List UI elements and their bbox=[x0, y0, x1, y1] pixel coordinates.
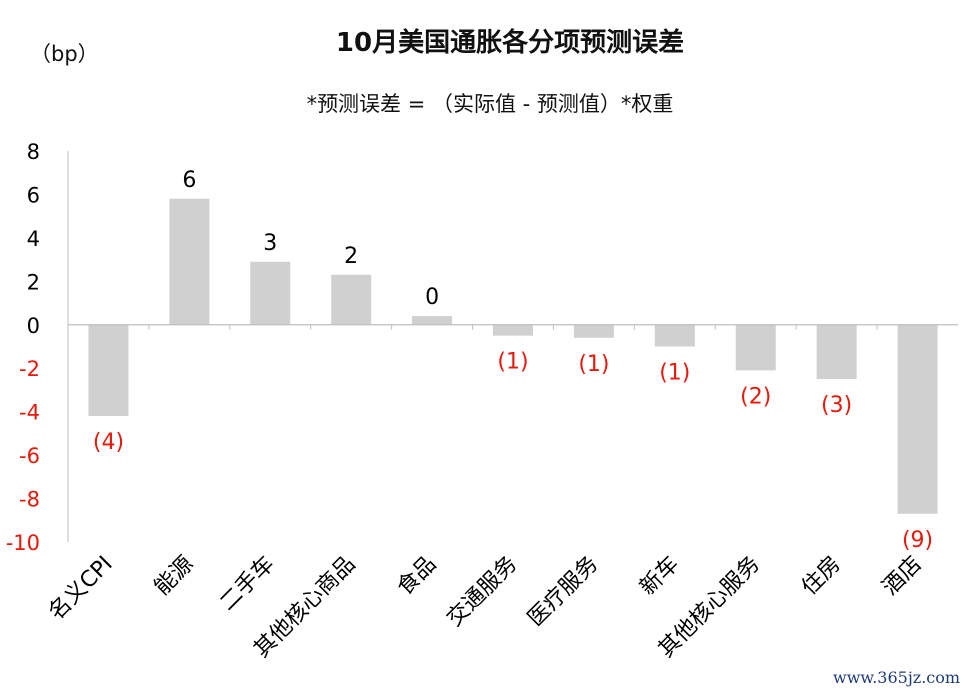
data-label: (3) bbox=[821, 393, 852, 418]
data-label: (2) bbox=[740, 384, 771, 409]
y-tick-label: -6 bbox=[19, 444, 40, 468]
data-label: (4) bbox=[93, 430, 124, 455]
bar bbox=[897, 324, 938, 514]
bar bbox=[250, 261, 291, 325]
y-tick-label: -10 bbox=[6, 531, 40, 555]
bar bbox=[735, 324, 776, 371]
bar bbox=[816, 324, 857, 380]
y-tick-label: -4 bbox=[19, 401, 40, 425]
y-tick-label: 6 bbox=[27, 183, 40, 207]
data-label: (9) bbox=[902, 528, 933, 553]
data-label: 3 bbox=[263, 231, 277, 256]
bar bbox=[169, 198, 210, 325]
unit-label: （bp） bbox=[30, 42, 99, 66]
data-label: 0 bbox=[425, 285, 439, 310]
y-tick-label: -8 bbox=[19, 488, 40, 512]
x-category-label: 医疗服务 bbox=[523, 552, 603, 632]
x-category-label: 酒店 bbox=[878, 552, 927, 601]
data-label: 6 bbox=[182, 168, 196, 193]
y-tick-label: 2 bbox=[27, 270, 40, 294]
x-category-label: 交通服务 bbox=[442, 552, 522, 632]
bar bbox=[331, 274, 372, 325]
bar bbox=[573, 324, 614, 338]
y-tick-label: -2 bbox=[19, 357, 40, 381]
chart-subtitle: *预测误差 = （实际值 - 预测值）*权重 bbox=[306, 92, 674, 116]
x-category-label: 住房 bbox=[797, 552, 846, 601]
y-tick-label: 4 bbox=[27, 227, 40, 251]
x-category-label: 名义CPI bbox=[44, 552, 118, 626]
data-label: (1) bbox=[578, 352, 609, 377]
watermark: www.365jz.com bbox=[833, 668, 961, 687]
bar bbox=[493, 324, 533, 336]
x-category-label: 二手车 bbox=[215, 552, 279, 616]
x-category-label: 食品 bbox=[393, 552, 442, 601]
data-label: 2 bbox=[344, 244, 358, 269]
bar bbox=[88, 324, 129, 417]
data-label: (1) bbox=[497, 350, 528, 375]
chart-title: 10月美国通胀各分项预测误差 bbox=[335, 28, 685, 58]
y-tick-label: 0 bbox=[27, 314, 40, 338]
bar bbox=[412, 316, 453, 325]
bar bbox=[654, 324, 695, 347]
data-label: (1) bbox=[659, 361, 690, 386]
x-category-label: 新车 bbox=[635, 552, 684, 601]
y-tick-label: 8 bbox=[27, 140, 40, 164]
x-category-label: 能源 bbox=[150, 552, 199, 601]
